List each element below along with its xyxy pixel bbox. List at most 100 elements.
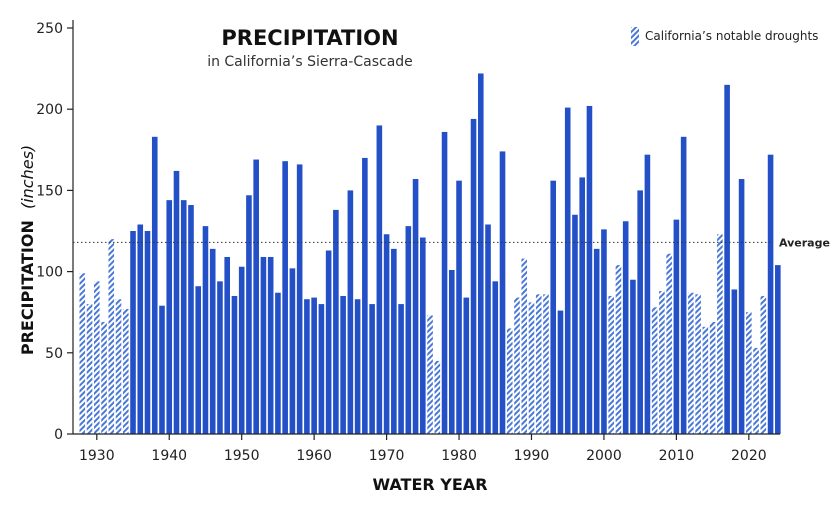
x-axis-ticks: 1930 1940 1950 1960 1970 1980 1990 2000 2010 2020 [79, 434, 767, 464]
bar [159, 305, 165, 434]
bar [775, 265, 781, 434]
x-tick-label: 1950 [224, 448, 260, 464]
y-axis-title: PRECIPITATION (inches) [18, 145, 37, 355]
x-tick-label: 1970 [369, 448, 405, 464]
y-axis-ticks: 0 50 100 150 200 250 [36, 21, 73, 443]
y-tick-label: 150 [36, 183, 63, 199]
y-axis-title-text: PRECIPITATION [18, 220, 37, 355]
bar [767, 154, 774, 435]
y-tick-label: 200 [36, 102, 63, 118]
bar [347, 190, 354, 434]
drought-bar [709, 321, 716, 434]
y-tick-label: 50 [45, 346, 63, 362]
drought-bar [101, 321, 107, 434]
bar [267, 256, 274, 434]
bar [644, 154, 651, 435]
bar [499, 151, 506, 435]
bar [195, 286, 202, 434]
drought-bar [717, 234, 723, 434]
x-tick-label: 1980 [441, 448, 477, 464]
y-tick-label: 0 [54, 427, 63, 443]
drought-bar [615, 265, 622, 434]
drought-bar [608, 295, 614, 434]
drought-bar [521, 258, 528, 434]
bar [572, 214, 578, 434]
svg-text:PRECIPITATION (inches): PRECIPITATION (inches) [18, 145, 37, 355]
chart-title: PRECIPITATION [221, 26, 398, 50]
average-label: Average [779, 236, 830, 249]
drought-bar [122, 308, 129, 434]
bar [238, 266, 245, 434]
bar [246, 195, 252, 434]
x-tick-label: 2010 [659, 448, 695, 464]
bar [441, 131, 448, 434]
drought-bar [695, 294, 701, 434]
drought-bar [115, 299, 122, 434]
drought-bar [514, 297, 520, 434]
bar [492, 281, 499, 434]
bar [144, 231, 151, 434]
bar [304, 299, 310, 434]
bar [282, 161, 288, 435]
bar [151, 136, 158, 434]
x-tick-label: 2000 [586, 448, 622, 464]
bars-group [79, 73, 781, 435]
drought-bar [760, 295, 767, 434]
drought-bar [427, 315, 433, 434]
bar [253, 159, 259, 435]
drought-bar [702, 326, 709, 434]
bar [550, 180, 557, 434]
legend-label: California’s notable droughts [645, 29, 818, 43]
bar [137, 224, 144, 434]
y-tick-label: 100 [36, 265, 63, 281]
bar [180, 200, 187, 434]
bar [398, 304, 404, 434]
drought-bar [93, 281, 100, 434]
bar [579, 177, 585, 434]
bar [166, 200, 173, 434]
x-axis-title: WATER YEAR [372, 475, 487, 494]
bar [637, 190, 643, 434]
y-axis-unit: (inches) [18, 145, 37, 209]
drought-bar [543, 294, 549, 434]
bar [673, 219, 680, 434]
x-tick-label: 2020 [731, 448, 767, 464]
bar [188, 205, 194, 434]
bar [217, 281, 223, 434]
drought-bar [659, 291, 665, 434]
bar [340, 295, 346, 434]
bar [275, 292, 281, 434]
legend-swatch [631, 27, 639, 46]
drought-bar [79, 273, 86, 434]
bar [485, 224, 491, 434]
y-tick-label: 250 [36, 21, 63, 37]
bar [311, 297, 317, 434]
bar [724, 84, 730, 434]
drought-bar [506, 328, 513, 434]
drought-bar [108, 239, 115, 434]
bar [456, 180, 462, 434]
bar [130, 231, 136, 434]
drought-bar [753, 347, 759, 434]
bar [477, 73, 484, 434]
bar [420, 237, 426, 434]
bar [333, 209, 339, 434]
bar [296, 164, 303, 435]
bar [622, 221, 629, 434]
bar [325, 250, 332, 434]
bar [680, 136, 687, 434]
x-tick-label: 1930 [79, 448, 115, 464]
bar [202, 226, 209, 434]
bar [470, 118, 477, 434]
drought-bar [746, 312, 752, 434]
bar [449, 269, 455, 434]
bar [224, 256, 230, 434]
drought-bar [535, 294, 542, 434]
bar [586, 105, 593, 434]
drought-bar [688, 292, 694, 434]
bar [354, 299, 361, 434]
bar [463, 297, 470, 434]
x-tick-label: 1960 [296, 448, 332, 464]
bar [318, 304, 325, 434]
